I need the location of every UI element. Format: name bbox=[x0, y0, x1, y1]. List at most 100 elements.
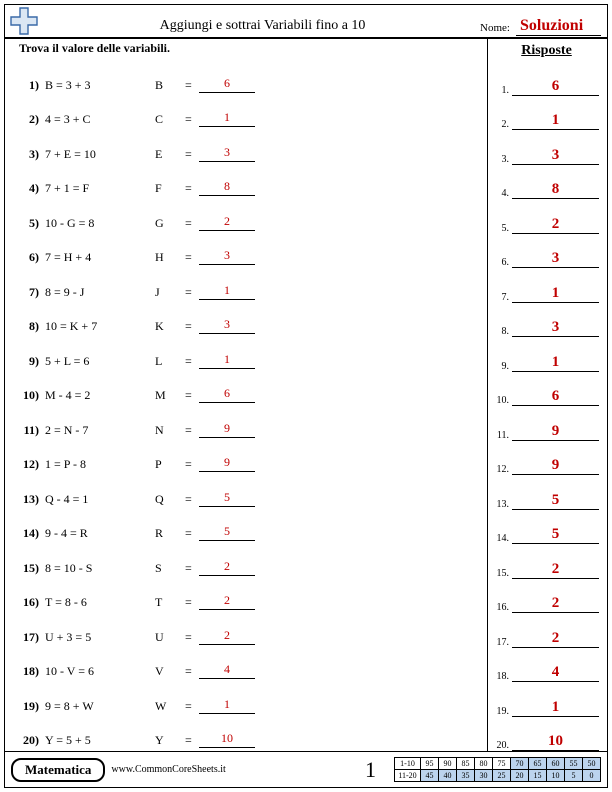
variable-label: J bbox=[155, 285, 185, 300]
score-range-label: 11-20 bbox=[395, 770, 421, 782]
problem-equation: 7 = H + 4 bbox=[45, 250, 155, 265]
problem-number: 14) bbox=[19, 526, 45, 541]
score-cell: 30 bbox=[475, 770, 493, 782]
answer-value: 8 bbox=[512, 181, 599, 199]
answer-row: 14.5 bbox=[494, 510, 599, 545]
equals-sign: = bbox=[185, 147, 199, 162]
score-grid: 1-109590858075706560555011-2045403530252… bbox=[394, 757, 601, 782]
score-cell: 0 bbox=[583, 770, 601, 782]
equals-sign: = bbox=[185, 423, 199, 438]
answer-number: 11. bbox=[494, 430, 512, 441]
subject-badge: Matematica bbox=[11, 758, 105, 782]
score-cell: 55 bbox=[565, 758, 583, 770]
answer-value: 2 bbox=[512, 561, 599, 579]
problem-equation: 7 + E = 10 bbox=[45, 147, 155, 162]
answer-value: 3 bbox=[512, 319, 599, 337]
answer-blank: 1 bbox=[199, 110, 255, 127]
body: Trova il valore delle variabili. 1)B = 3… bbox=[5, 39, 607, 751]
answer-blank: 2 bbox=[199, 593, 255, 610]
answer-value: 3 bbox=[512, 147, 599, 165]
problem-equation: 10 - V = 6 bbox=[45, 664, 155, 679]
problem-equation: 8 = 10 - S bbox=[45, 561, 155, 576]
score-cell: 80 bbox=[475, 758, 493, 770]
answer-value: 1 bbox=[512, 699, 599, 717]
answer-value: 1 bbox=[512, 112, 599, 130]
footer: Matematica www.CommonCoreSheets.it 1 1-1… bbox=[5, 751, 607, 787]
problem-number: 17) bbox=[19, 630, 45, 645]
score-range-label: 1-10 bbox=[395, 758, 421, 770]
answer-number: 4. bbox=[494, 188, 512, 199]
instructions: Trova il valore delle variabili. bbox=[19, 41, 479, 56]
problem-equation: M - 4 = 2 bbox=[45, 388, 155, 403]
answer-value: 5 bbox=[512, 492, 599, 510]
problem-number: 2) bbox=[19, 112, 45, 127]
problem-equation: 2 = N - 7 bbox=[45, 423, 155, 438]
problem-number: 4) bbox=[19, 181, 45, 196]
answer-row: 19.1 bbox=[494, 682, 599, 717]
answer-row: 1.6 bbox=[494, 61, 599, 96]
problem-number: 18) bbox=[19, 664, 45, 679]
answer-row: 15.2 bbox=[494, 544, 599, 579]
variable-label: N bbox=[155, 423, 185, 438]
variable-label: Q bbox=[155, 492, 185, 507]
variable-label: P bbox=[155, 457, 185, 472]
score-cell: 65 bbox=[529, 758, 547, 770]
answer-number: 10. bbox=[494, 395, 512, 406]
answer-row: 5.2 bbox=[494, 199, 599, 234]
answer-value: 6 bbox=[512, 388, 599, 406]
answer-value: 1 bbox=[512, 285, 599, 303]
answers-list: 1.62.13.34.85.26.37.18.39.110.611.912.91… bbox=[494, 61, 599, 751]
answer-blank: 6 bbox=[199, 386, 255, 403]
answer-row: 3.3 bbox=[494, 130, 599, 165]
variable-label: C bbox=[155, 112, 185, 127]
variable-label: E bbox=[155, 147, 185, 162]
answer-value: 2 bbox=[512, 630, 599, 648]
answer-number: 19. bbox=[494, 706, 512, 717]
answer-blank: 2 bbox=[199, 559, 255, 576]
problem-row: 17)U + 3 = 5U=2 bbox=[19, 610, 479, 645]
problem-number: 13) bbox=[19, 492, 45, 507]
variable-label: R bbox=[155, 526, 185, 541]
problem-number: 19) bbox=[19, 699, 45, 714]
score-cell: 70 bbox=[511, 758, 529, 770]
score-cell: 75 bbox=[493, 758, 511, 770]
problem-number: 3) bbox=[19, 147, 45, 162]
answer-number: 16. bbox=[494, 602, 512, 613]
equals-sign: = bbox=[185, 181, 199, 196]
solutions-badge: Soluzioni bbox=[516, 17, 601, 36]
answer-row: 16.2 bbox=[494, 579, 599, 614]
problem-row: 15)8 = 10 - SS=2 bbox=[19, 541, 479, 576]
answer-number: 14. bbox=[494, 533, 512, 544]
answer-number: 8. bbox=[494, 326, 512, 337]
variable-label: U bbox=[155, 630, 185, 645]
equals-sign: = bbox=[185, 354, 199, 369]
variable-label: F bbox=[155, 181, 185, 196]
variable-label: B bbox=[155, 78, 185, 93]
answer-row: 2.1 bbox=[494, 96, 599, 131]
header: Aggiungi e sottrai Variabili fino a 10 N… bbox=[5, 5, 607, 39]
score-cell: 85 bbox=[457, 758, 475, 770]
problem-equation: 1 = P - 8 bbox=[45, 457, 155, 472]
answer-row: 18.4 bbox=[494, 648, 599, 683]
equals-sign: = bbox=[185, 595, 199, 610]
answer-number: 6. bbox=[494, 257, 512, 268]
answer-row: 4.8 bbox=[494, 165, 599, 200]
problem-row: 6)7 = H + 4H=3 bbox=[19, 231, 479, 266]
problem-equation: U + 3 = 5 bbox=[45, 630, 155, 645]
problem-number: 12) bbox=[19, 457, 45, 472]
score-cell: 35 bbox=[457, 770, 475, 782]
problem-equation: Q - 4 = 1 bbox=[45, 492, 155, 507]
score-cell: 25 bbox=[493, 770, 511, 782]
problem-row: 5)10 - G = 8G=2 bbox=[19, 196, 479, 231]
answer-value: 3 bbox=[512, 250, 599, 268]
answer-blank: 5 bbox=[199, 524, 255, 541]
equals-sign: = bbox=[185, 457, 199, 472]
answer-number: 7. bbox=[494, 292, 512, 303]
problem-equation: B = 3 + 3 bbox=[45, 78, 155, 93]
problem-row: 9)5 + L = 6L=1 bbox=[19, 334, 479, 369]
answer-row: 12.9 bbox=[494, 441, 599, 476]
answer-blank: 2 bbox=[199, 214, 255, 231]
footer-url: www.CommonCoreSheets.it bbox=[111, 764, 347, 775]
variable-label: M bbox=[155, 388, 185, 403]
answer-value: 2 bbox=[512, 216, 599, 234]
